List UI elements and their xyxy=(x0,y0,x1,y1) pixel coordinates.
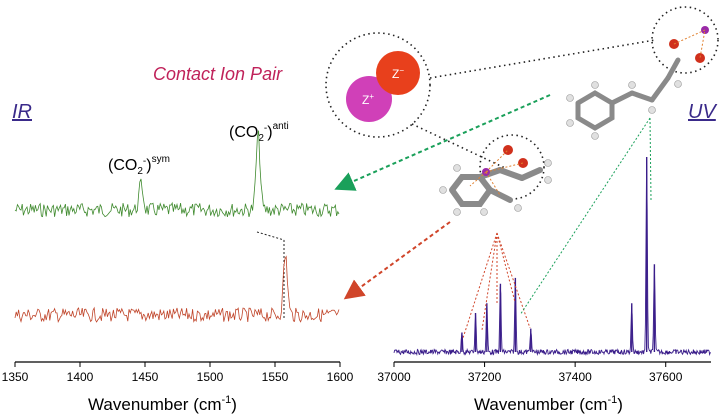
ir-series-line xyxy=(14,130,340,218)
connector-to-mid-molecule xyxy=(411,123,506,169)
uv-tick-label: 37400 xyxy=(558,370,592,384)
green-arrow xyxy=(334,94,551,191)
ir-tick-label: 1450 xyxy=(132,370,159,384)
uv-axis: 37000 37200 37400 37600 xyxy=(377,361,711,384)
uv-peak-links xyxy=(462,117,652,339)
ir-panel-label: IR xyxy=(12,101,32,123)
ir-tick-label: 1550 xyxy=(262,370,289,384)
uv-tick-label: 37600 xyxy=(649,370,683,384)
cation-sphere xyxy=(346,76,392,122)
uv-tick-label: 37000 xyxy=(377,370,411,384)
ir-peak-link xyxy=(256,231,285,241)
ir-series-line xyxy=(14,255,340,323)
ir-molecule xyxy=(439,145,552,216)
ir-axis: 1350 1400 1450 1500 1550 1600 xyxy=(2,361,354,384)
uv-tick-label: 37200 xyxy=(468,370,502,384)
cation-label: Z+ xyxy=(362,92,374,107)
ir-traces xyxy=(14,130,340,323)
ir-xlabel: Wavenumber (cm-1) xyxy=(88,394,237,414)
uv-series-line xyxy=(393,160,711,357)
ir-tick-label: 1400 xyxy=(67,370,94,384)
uv-xlabel: Wavenumber (cm-1) xyxy=(474,394,623,414)
ir-tick-label: 1350 xyxy=(2,370,29,384)
uv-traces xyxy=(393,157,711,357)
ir-tick-label: 1600 xyxy=(327,370,354,384)
uv-molecule-zoom-circle xyxy=(651,6,719,74)
connector-to-top-molecule xyxy=(429,39,656,79)
ion-pair-circle xyxy=(325,32,431,138)
uv-panel-label: UV xyxy=(688,101,717,123)
ir-tick-label: 1500 xyxy=(197,370,224,384)
ir-annotation-anti: (CO2-)anti xyxy=(229,121,289,144)
anion-label: Z− xyxy=(392,66,404,81)
figure-title: Contact Ion Pair xyxy=(153,64,283,84)
anion-sphere xyxy=(376,51,420,95)
uv-molecule xyxy=(566,26,709,140)
red-arrow xyxy=(343,221,451,300)
ir-annotation-sym: (CO2-)sym xyxy=(108,154,170,177)
